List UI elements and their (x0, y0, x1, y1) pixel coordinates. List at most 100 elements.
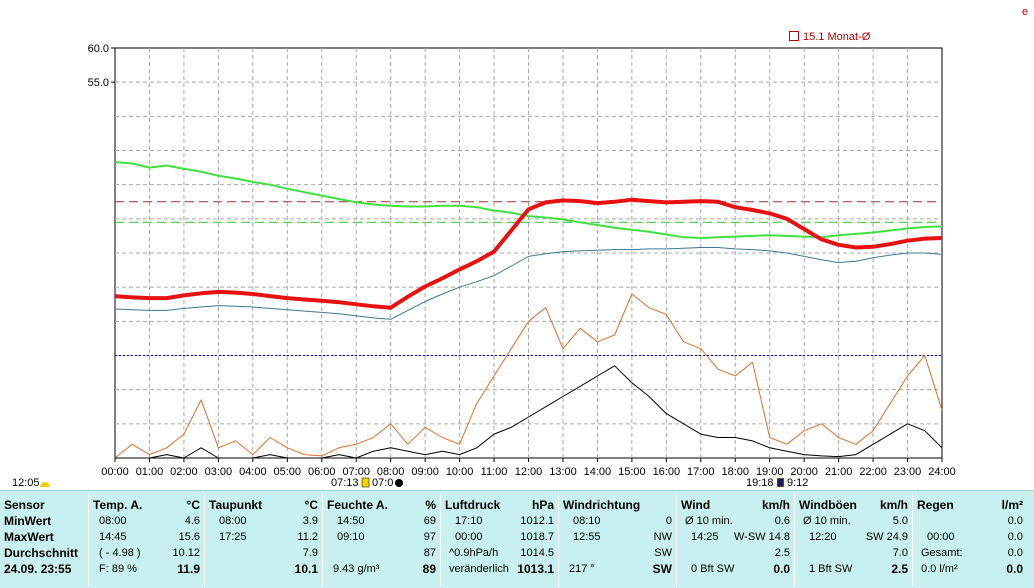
rain-unit: l/m² (1001, 498, 1023, 512)
rain-column: Regen l/m² 0.0 00:00 0.0 Gesamt: 0.0 0.0 l/… (913, 494, 1027, 586)
series-line-0 (114, 161, 943, 239)
x-tick-label: 03:00 (205, 466, 233, 478)
series-line-1 (114, 197, 943, 310)
pressure-trend: ^0.9hPa/h (449, 547, 499, 559)
x-tick-label: 11:00 (481, 466, 508, 478)
temp-now-extra: F: 89 % (99, 563, 137, 575)
x-tick-label: 16:00 (653, 466, 681, 478)
rain-total-label: Gesamt: (921, 547, 963, 559)
temp-unit: °C (186, 498, 200, 512)
winddir-header: Windrichtung (563, 498, 641, 512)
pressure-column: Luftdruck hPa 17:10 1012.1 00:00 1018.7 ^0.… (441, 494, 559, 586)
temp-min-time: 08:00 (99, 515, 127, 527)
wind-beaufort: 0 Bft SW (691, 563, 735, 575)
humidity-min-time: 14:50 (337, 515, 365, 527)
x-tick-label: 01:00 (136, 466, 164, 478)
gust-avg-value: 7.0 (892, 547, 908, 559)
winddir-max-value: NW (653, 531, 672, 543)
winddir-min-value: 0 (665, 515, 672, 527)
x-tick-label: 10:00 (446, 466, 474, 478)
x-axis-ticks: 00:00 01:00 02:00 03:00 04:00 05:00 06:00 07:00… (101, 458, 956, 478)
temp-header: Temp. A. (93, 498, 143, 512)
sunrise-label: 07:13 (331, 477, 359, 489)
dewpoint-now-value: 10.1 (294, 562, 318, 576)
humidity-avg-value: 87 (423, 547, 436, 559)
left-time-label: 12:05 (12, 477, 40, 489)
sensor-header: Sensor (4, 498, 45, 512)
pressure-header: Luftdruck (445, 498, 501, 512)
pressure-forecast: veränderlich (449, 563, 509, 575)
x-tick-label: 19:00 (756, 466, 784, 478)
rain-min-value: 0.0 (1007, 515, 1023, 527)
temp-column: Temp. A. °C 08:00 4.6 14:45 15.6 ( - 4.98 )… (89, 494, 205, 586)
temp-avg-extra: ( - 4.98 ) (99, 547, 141, 559)
gust-column: Windböen km/h Ø 10 min. 5.0 12:20 SW 24.9 7… (795, 494, 913, 586)
winddir-min-time: 08:10 (573, 515, 601, 527)
rain-max-value: 0.0 (1007, 531, 1023, 543)
temp-max-value: 15.6 (178, 531, 200, 543)
rain-total-value: 0.0 (1007, 547, 1023, 559)
transit-label: 07:0 (372, 477, 393, 489)
gust-unit: km/h (879, 498, 908, 512)
x-tick-label: 05:00 (274, 466, 302, 478)
x-tick-label: 14:00 (584, 466, 612, 478)
gust-now-value: 2.5 (891, 562, 908, 576)
x-tick-label: 23:00 (894, 466, 922, 478)
minwert-label: MinWert (4, 514, 52, 528)
dewpoint-avg-value: 7.9 (302, 547, 318, 559)
legend: 15.1 Monat-Ø (789, 31, 870, 43)
maxwert-label: MaxWert (4, 530, 54, 544)
humidity-unit: % (425, 498, 436, 512)
wind-header: Wind (681, 498, 711, 512)
temp-now-value: 11.9 (177, 562, 200, 576)
y-tick-label: 55.0 (88, 77, 109, 89)
gust-beaufort: 1 Bft SW (809, 563, 853, 575)
humidity-now-value: 89 (422, 562, 436, 576)
x-tick-label: 21:00 (825, 466, 853, 478)
dewpoint-unit: °C (304, 498, 318, 512)
wind-unit: km/h (761, 498, 790, 512)
x-tick-label: 02:00 (170, 466, 198, 478)
corner-mark: e (1022, 6, 1029, 18)
grid (115, 48, 942, 458)
dewpoint-header: Taupunkt (209, 498, 263, 512)
pressure-unit: hPa (531, 498, 554, 512)
event-markers: 12:05 07:13 07:0 19:18 9:12 (12, 477, 808, 489)
x-tick-label: 00:00 (101, 466, 129, 478)
moon-time-label: 9:12 (787, 477, 808, 489)
wind-min-extra: Ø 10 min. (685, 515, 733, 527)
gust-min-value: 5.0 (892, 515, 908, 527)
x-tick-label: 20:00 (790, 466, 818, 478)
durchschnitt-label: Durchschnitt (4, 546, 79, 560)
x-tick-label: 08:00 (377, 466, 405, 478)
x-tick-label: 15:00 (618, 466, 646, 478)
wind-column: Wind km/h Ø 10 min. 0.6 14:25 W-SW 14.8 2.5… (677, 494, 795, 586)
wind-min-value: 0.6 (774, 515, 790, 527)
humidity-column: Feuchte A.% 14:50 69 09:10 97 87 9.43 g/m³… (323, 494, 441, 586)
humidity-max-time: 09:10 (337, 531, 365, 543)
x-tick-label: 04:00 (239, 466, 267, 478)
pressure-min-time: 17:10 (455, 515, 483, 527)
x-tick-label: 18:00 (721, 466, 749, 478)
sensor-column: Sensor MinWert MaxWert Durchschnitt 24.0… (0, 494, 89, 586)
sunrise-marker-icon (361, 477, 370, 488)
gust-min-extra: Ø 10 min. (803, 515, 851, 527)
rain-header: Regen (917, 498, 954, 512)
sunset-label: 19:18 (746, 477, 774, 489)
rain-max-time: 00:00 (927, 531, 955, 543)
wind-max-time: 14:25 (691, 531, 719, 543)
x-tick-label: 09:00 (411, 466, 439, 478)
wind-max-value: W-SW 14.8 (733, 531, 790, 543)
pressure-now-value: 1013.1 (517, 562, 554, 576)
rain-now-extra: 0.0 l/m² (921, 563, 958, 575)
x-tick-label: 06:00 (308, 466, 336, 478)
winddir-max-time: 12:55 (573, 531, 601, 543)
gust-max-value: SW 24.9 (865, 531, 908, 543)
pressure-max-time: 00:00 (455, 531, 483, 543)
winddir-avg-value: SW (654, 547, 672, 559)
gust-header: Windböen (799, 498, 857, 512)
x-tick-label: 12:00 (515, 466, 543, 478)
moon-icon (395, 479, 403, 487)
pressure-avg-value: 1014.5 (520, 547, 554, 559)
dewpoint-min-time: 08:00 (219, 515, 247, 527)
